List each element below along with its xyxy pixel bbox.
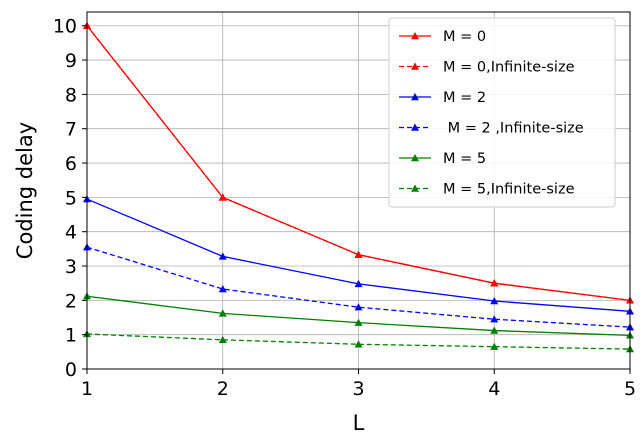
legend-swatch-marker xyxy=(411,93,419,101)
data-point xyxy=(354,279,363,288)
legend-swatch-marker xyxy=(411,62,419,70)
legend-swatch-marker xyxy=(411,184,419,192)
legend-label: M = 5 xyxy=(443,151,486,167)
legend-box xyxy=(388,17,616,208)
legend-swatch-marker xyxy=(411,154,419,162)
data-point xyxy=(490,279,499,287)
y-tick-label: 2 xyxy=(65,290,77,312)
y-tick-label: 6 xyxy=(65,153,77,175)
data-point xyxy=(218,193,227,201)
legend-label: M = 2 ,Infinite-size xyxy=(443,121,584,137)
y-tick-label: 7 xyxy=(65,119,77,141)
x-axis-title: L xyxy=(353,411,365,435)
series-line xyxy=(86,246,631,328)
data-point xyxy=(490,315,499,323)
legend-swatch-marker xyxy=(411,123,419,131)
x-tick-label: 2 xyxy=(217,378,229,400)
y-tick-label: 8 xyxy=(65,84,77,106)
data-point xyxy=(490,326,499,334)
x-tick-label: 4 xyxy=(488,378,500,400)
y-tick-label: 3 xyxy=(65,256,77,278)
legend-swatch-marker xyxy=(411,32,419,40)
legend: M = 0 M = 0,Infinite-size M = 2 M = 2 ,Inf… xyxy=(388,17,616,208)
y-tick-label: 0 xyxy=(65,359,77,381)
x-tick-label: 3 xyxy=(352,378,364,400)
series-line xyxy=(86,333,631,350)
data-point xyxy=(490,297,499,305)
y-axis-title: Coding delay xyxy=(13,122,37,259)
data-point xyxy=(490,342,499,350)
data-point xyxy=(218,335,227,344)
data-point xyxy=(354,303,363,311)
y-tick-label: 9 xyxy=(65,50,77,72)
data-point xyxy=(354,340,363,348)
legend-label: M = 0,Infinite-size xyxy=(443,60,575,76)
y-tick-label: 10 xyxy=(53,16,77,38)
data-point xyxy=(218,309,227,317)
y-tick-label: 5 xyxy=(65,187,77,209)
legend-label: M = 2 xyxy=(443,90,486,106)
data-point xyxy=(218,285,227,293)
y-tick-label: 4 xyxy=(65,222,77,244)
data-point xyxy=(218,252,227,260)
data-point xyxy=(354,318,363,326)
y-tick-label: 1 xyxy=(65,325,77,347)
x-tick-label: 1 xyxy=(81,378,93,400)
series-4 xyxy=(83,292,634,339)
data-point xyxy=(354,250,363,258)
series-line xyxy=(86,25,631,301)
legend-label: M = 0 xyxy=(443,29,486,45)
x-tick-label: 5 xyxy=(624,378,636,400)
legend-label: M = 5,Infinite-size xyxy=(443,182,575,198)
